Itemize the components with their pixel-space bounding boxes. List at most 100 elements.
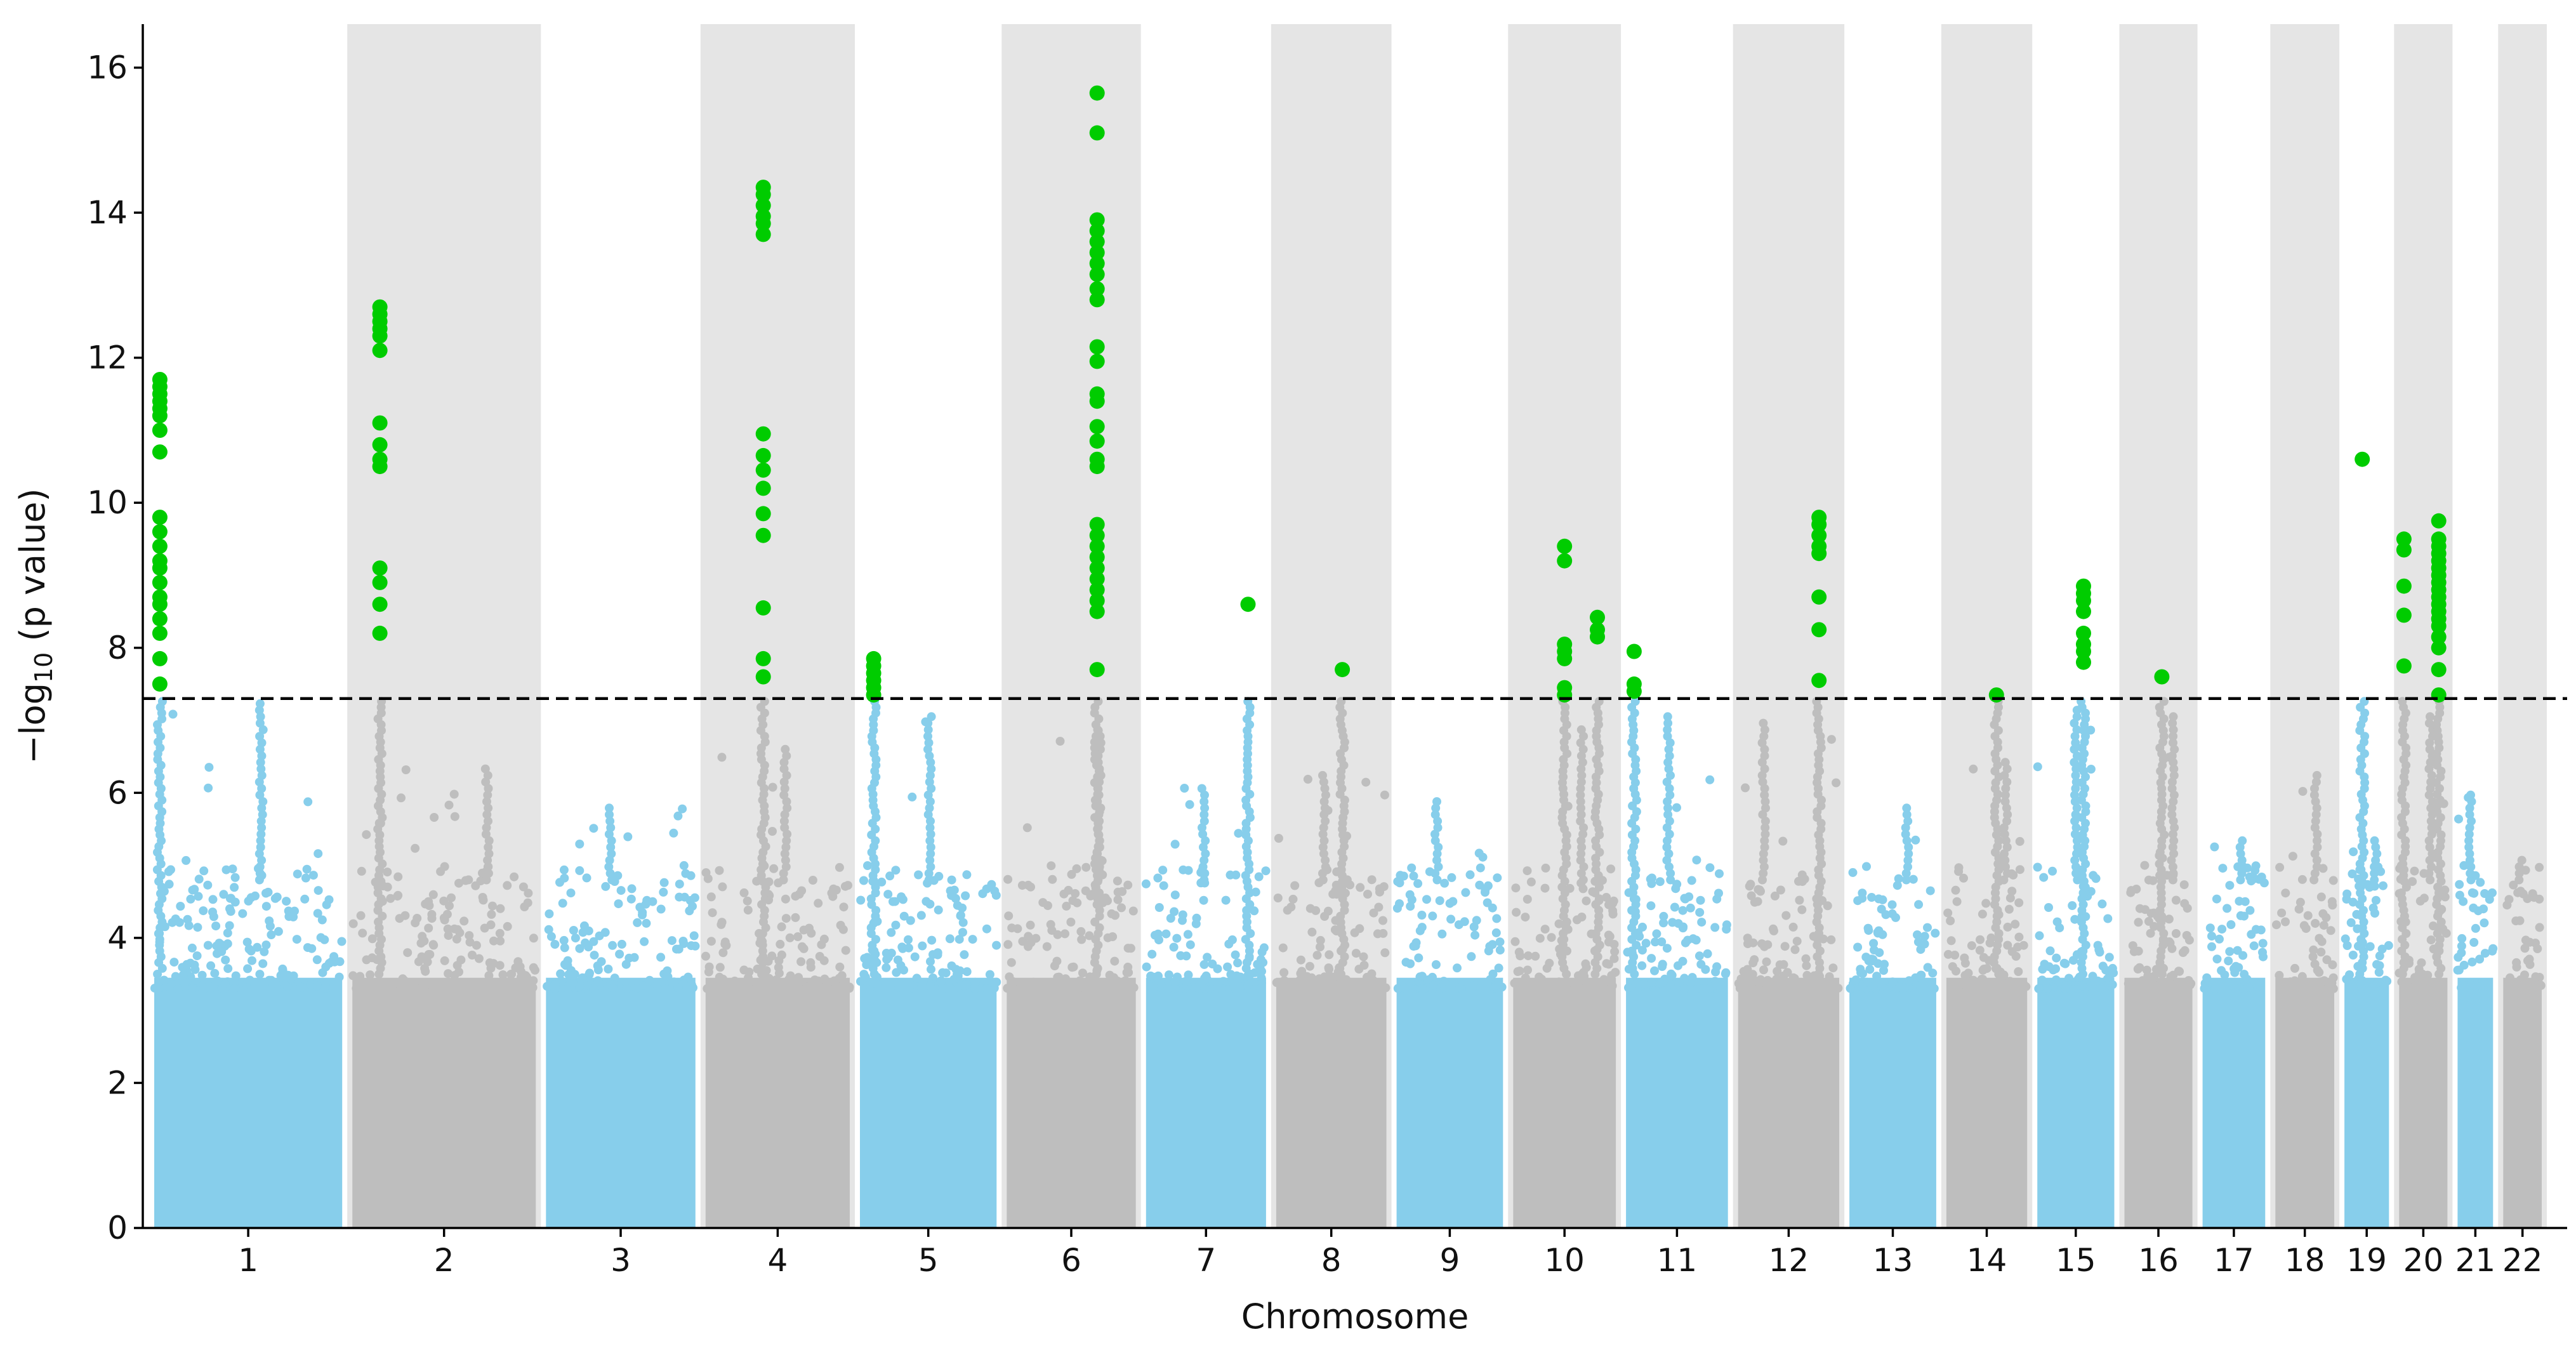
x-axis-title: Chromosome xyxy=(1241,1297,1469,1336)
significant-snp-point xyxy=(1590,609,1605,625)
significant-snp-point xyxy=(152,676,168,692)
significant-snp-point xyxy=(2076,604,2091,619)
significant-snp-point xyxy=(2076,654,2091,670)
significant-snp-point xyxy=(2396,607,2412,623)
snp-points-chr-12 xyxy=(1734,718,1843,993)
background-snp-points xyxy=(150,697,2546,1228)
significant-snp-point xyxy=(1811,673,1827,689)
significant-snp-point xyxy=(2396,531,2412,547)
x-tick-label-chr-3: 3 xyxy=(611,1242,631,1279)
significant-snp-point xyxy=(1089,549,1105,565)
snp-points-chr-13 xyxy=(1846,803,1940,993)
y-tick-label: 4 xyxy=(107,920,128,956)
significant-snp-point xyxy=(372,625,388,641)
snp-bulk-chr-15 xyxy=(2037,977,2115,1228)
x-tick-label-chr-8: 8 xyxy=(1321,1242,1342,1279)
snp-bulk-chr-1 xyxy=(154,977,343,1228)
snp-points-chr-16 xyxy=(2124,712,2196,993)
significant-snp-point xyxy=(755,187,771,202)
significant-snp-point xyxy=(1089,582,1105,598)
significant-snp-point xyxy=(1089,538,1105,554)
snp-bulk-chr-18 xyxy=(2275,977,2335,1228)
significant-snp-point xyxy=(2076,593,2091,609)
y-tick-label: 6 xyxy=(107,774,128,811)
significant-snp-point xyxy=(755,600,771,616)
significant-snp-point xyxy=(1811,622,1827,638)
significant-snp-point xyxy=(152,538,168,554)
significant-snp-point xyxy=(152,650,168,666)
significant-snp-point xyxy=(1557,553,1573,569)
snp-points-chr-10 xyxy=(1510,725,1620,993)
snp-points-chr-18 xyxy=(2272,770,2338,993)
y-tick-label: 0 xyxy=(107,1210,128,1246)
y-tick-label: 10 xyxy=(87,484,128,521)
x-tick-label-chr-1: 1 xyxy=(238,1242,258,1279)
significant-snp-point xyxy=(1590,629,1605,645)
significant-snp-point xyxy=(1089,517,1105,532)
snp-stem-point xyxy=(2360,732,2370,741)
x-tick-label-chr-9: 9 xyxy=(1439,1242,1460,1279)
significant-snp-point xyxy=(1089,433,1105,449)
significant-snp-point xyxy=(755,527,771,543)
significant-snp-point xyxy=(152,444,168,460)
snp-points-chr-7 xyxy=(1141,784,1271,993)
significant-snp-point xyxy=(372,574,388,590)
significant-snp-point xyxy=(2431,662,2447,678)
significant-snp-point xyxy=(372,459,388,475)
significant-snp-point xyxy=(152,408,168,424)
significant-snp-point xyxy=(1089,281,1105,297)
significant-snp-point xyxy=(152,597,168,612)
axes xyxy=(142,24,2567,1229)
significant-snp-point xyxy=(755,506,771,522)
significant-snp-point xyxy=(2154,669,2170,685)
x-tick-label-chr-7: 7 xyxy=(1196,1242,1216,1279)
x-tick-label-chr-5: 5 xyxy=(918,1242,939,1279)
snp-bulk-chr-2 xyxy=(352,977,536,1228)
snp-points-chr-22 xyxy=(2502,855,2546,993)
significant-snp-point xyxy=(755,426,771,442)
y-axis-title: −log10 (p value) xyxy=(13,488,58,763)
significant-snp-point xyxy=(1335,662,1351,678)
snp-points-chr-21 xyxy=(2453,790,2498,993)
snp-bulk-chr-12 xyxy=(1738,977,1840,1228)
significant-snp-point xyxy=(1626,683,1642,699)
snp-points-chr-5 xyxy=(856,712,1001,993)
snp-bulk-chr-3 xyxy=(546,977,696,1228)
x-tick-label-chr-17: 17 xyxy=(2214,1242,2254,1279)
snp-points-chr-4 xyxy=(701,744,854,993)
significant-snp-point xyxy=(1089,604,1105,619)
significant-snp-point xyxy=(1089,234,1105,249)
significant-snp-point xyxy=(1089,212,1105,228)
significant-snp-point xyxy=(1089,256,1105,272)
significant-snp-point xyxy=(755,650,771,666)
significant-snp-point xyxy=(1557,538,1573,554)
snp-stem-point xyxy=(2398,697,2407,706)
significant-snp-point xyxy=(2431,513,2447,529)
snp-points-chr-6 xyxy=(1003,725,1139,993)
snp-points-chr-3 xyxy=(543,803,700,993)
significant-snp-point xyxy=(372,437,388,452)
significant-snp-point xyxy=(152,611,168,627)
significant-snp-point xyxy=(1089,339,1105,355)
snp-bulk-chr-19 xyxy=(2344,977,2389,1228)
significant-snp-point xyxy=(1089,662,1105,678)
significant-snp-point xyxy=(372,343,388,359)
significant-snp-point xyxy=(1089,245,1105,260)
x-tick-label-chr-14: 14 xyxy=(1967,1242,2007,1279)
x-tick-label-chr-13: 13 xyxy=(1873,1242,1913,1279)
snp-bulk-chr-7 xyxy=(1146,977,1266,1228)
significant-snp-point xyxy=(1089,223,1105,239)
significant-snp-point xyxy=(1557,687,1573,703)
significant-snp-point xyxy=(152,625,168,641)
snp-bulk-chr-4 xyxy=(705,977,850,1228)
snp-bulk-chr-22 xyxy=(2503,977,2542,1228)
snp-bulk-chr-10 xyxy=(1513,977,1616,1228)
snp-bulk-chr-14 xyxy=(1946,977,2028,1228)
significant-snp-point xyxy=(755,227,771,242)
significant-snp-point xyxy=(2431,629,2447,645)
significant-snp-point xyxy=(755,197,771,213)
y-tick-label: 12 xyxy=(87,340,128,376)
significant-snp-point xyxy=(1557,650,1573,666)
